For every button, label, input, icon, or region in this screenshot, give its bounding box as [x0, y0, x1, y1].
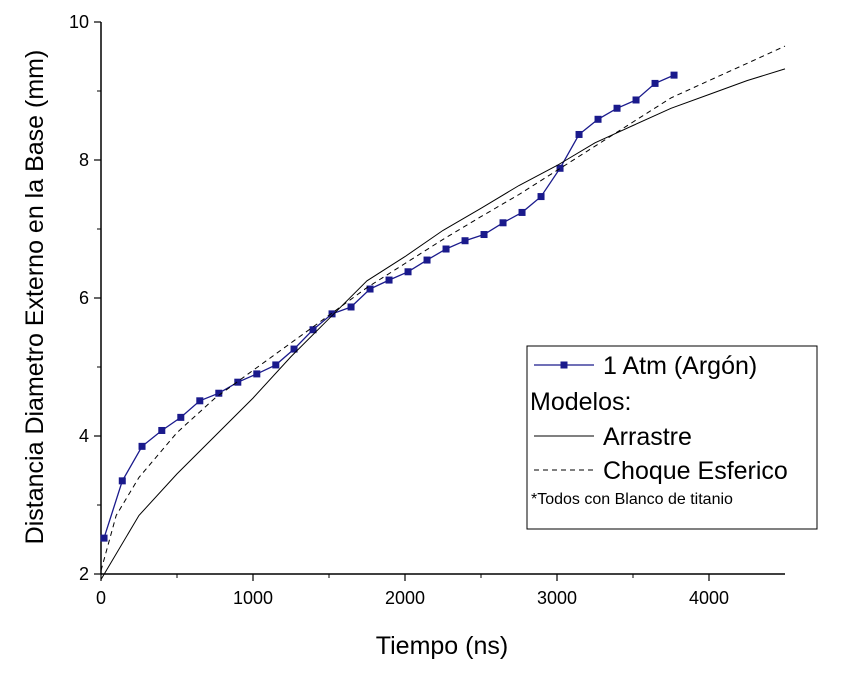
data-point	[518, 208, 526, 216]
data-point	[366, 285, 374, 293]
data-point	[196, 397, 204, 405]
data-point	[253, 370, 261, 378]
data-point	[594, 115, 602, 123]
legend: 1 Atm (Argón) Modelos: Arrastre Choque E…	[526, 345, 818, 530]
series-layer	[100, 45, 786, 580]
x-tick-label: 4000	[689, 588, 729, 608]
x-tick-label: 1000	[233, 588, 273, 608]
data-point	[423, 256, 431, 264]
data-point	[272, 361, 280, 369]
data-point	[177, 413, 185, 421]
data-point	[158, 426, 166, 434]
data-point	[290, 345, 298, 353]
data-point	[461, 237, 469, 245]
data-point	[328, 310, 336, 318]
data-point	[613, 104, 621, 112]
data-point	[234, 378, 242, 386]
legend-label-arrastre: Arrastre	[603, 423, 692, 451]
data-point	[118, 477, 126, 485]
data-point	[670, 71, 678, 79]
y-tick-label: 10	[69, 12, 89, 32]
data-point	[556, 164, 564, 172]
data-point	[480, 231, 488, 239]
legend-label-choque-esferico: Choque Esferico	[603, 457, 788, 485]
data-point	[404, 268, 412, 276]
x-tick-label: 3000	[537, 588, 577, 608]
data-point	[632, 96, 640, 104]
data-point	[575, 130, 583, 138]
series-line-choque-esferico	[100, 45, 786, 571]
data-point	[347, 303, 355, 311]
y-tick-label: 4	[79, 426, 89, 446]
y-tick-label: 6	[79, 288, 89, 308]
y-tick-label: 8	[79, 150, 89, 170]
data-point	[651, 79, 659, 87]
legend-note-titanio: *Todos con Blanco de titanio	[531, 491, 733, 508]
legend-marker-1-atm-argon	[560, 361, 568, 369]
x-axis: 0 1000 2000 3000 4000	[96, 574, 729, 608]
y-tick-label: 2	[79, 564, 89, 584]
legend-label-1-atm-argon: 1 Atm (Argón)	[603, 352, 757, 380]
legend-heading-modelos: Modelos:	[530, 388, 631, 416]
data-point	[138, 442, 146, 450]
series-line-arrastre	[100, 68, 786, 580]
data-point	[309, 326, 317, 334]
x-axis-title: Tiempo (ns)	[376, 632, 508, 660]
data-point	[442, 245, 450, 253]
data-point	[537, 193, 545, 201]
data-point	[215, 389, 223, 397]
y-axis-title: Distancia Diametro Externo en la Base (m…	[21, 50, 49, 545]
x-tick-label: 2000	[385, 588, 425, 608]
x-tick-label: 0	[96, 588, 106, 608]
y-axis: 2 4 6 8 10	[69, 12, 101, 584]
legend-box	[526, 345, 818, 530]
data-point	[100, 534, 108, 542]
data-point	[385, 276, 393, 284]
data-point	[499, 219, 507, 227]
